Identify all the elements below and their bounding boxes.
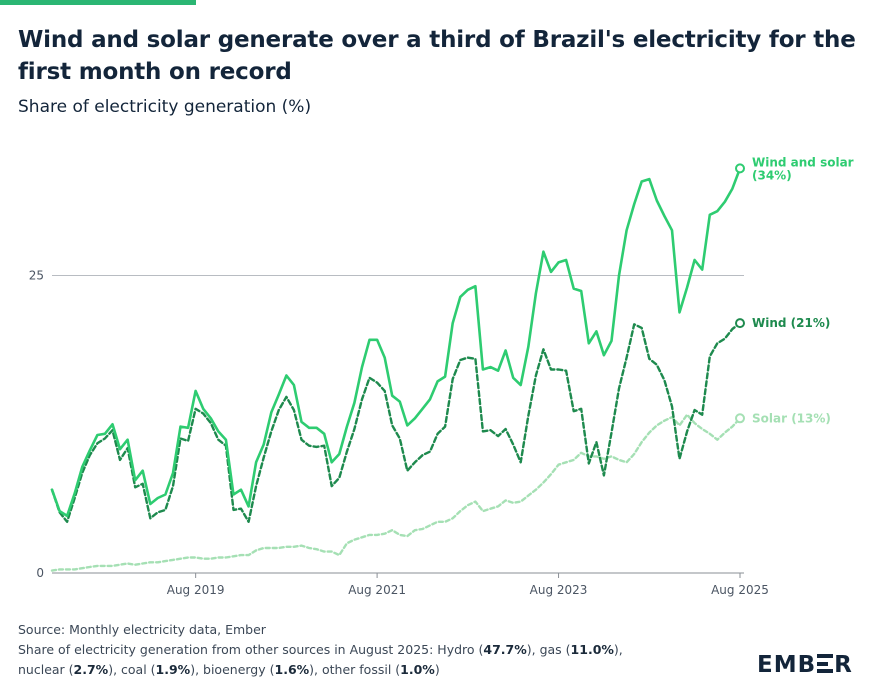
end-marker-solar [735, 413, 745, 424]
bioenergy-share: 1.6% [274, 662, 310, 677]
top-accent-bar [0, 0, 196, 5]
x-tick-label: Aug 2021 [348, 583, 406, 597]
series-line-solar [50, 413, 742, 572]
gas-share: 11.0% [570, 642, 614, 657]
logo-e-glyph [817, 654, 834, 673]
chart-title: Wind and solar generate over a third of … [18, 27, 856, 85]
nuclear-share: 2.7% [73, 662, 109, 677]
x-tick-label: Aug 2019 [167, 583, 225, 597]
line-chart: 0 25 Aug 2019 Aug 2021 Aug 2023 Aug 2025 Wind… [29, 155, 854, 598]
other-sources-note: Share of electricity generation from oth… [18, 642, 623, 677]
y-tick-label: 0 [36, 566, 44, 580]
y-tick-label: 25 [29, 269, 44, 283]
source-note: Source: Monthly electricity data, Ember [18, 622, 266, 637]
series-line-wind-and-solar [50, 167, 742, 518]
x-tick-label: Aug 2025 [711, 583, 769, 597]
series-layer [50, 163, 745, 572]
end-label-wind: Wind (21%) [752, 316, 830, 330]
series-line-wind [50, 321, 742, 523]
end-label-solar: Solar (13%) [752, 411, 831, 425]
ember-logo: EMB R [757, 652, 853, 678]
axes-layer: 0 25 Aug 2019 Aug 2021 Aug 2023 Aug 2025 [29, 269, 769, 598]
x-tick-label: Aug 2023 [530, 583, 588, 597]
end-marker-wind-and-solar [735, 163, 745, 174]
coal-share: 1.9% [155, 662, 191, 677]
other-fossil-share: 1.0% [400, 662, 435, 677]
label-layer: Wind and solar (34%) Wind (21%) Solar (13%) [752, 155, 854, 425]
chart-subtitle: Share of electricity generation (%) [18, 97, 312, 117]
end-label-wind-and-solar: Wind and solar (34%) [752, 155, 854, 182]
chart-footer: Source: Monthly electricity data, Ember … [18, 620, 738, 680]
hydro-share: 47.7% [483, 642, 527, 657]
end-marker-wind [735, 318, 745, 329]
